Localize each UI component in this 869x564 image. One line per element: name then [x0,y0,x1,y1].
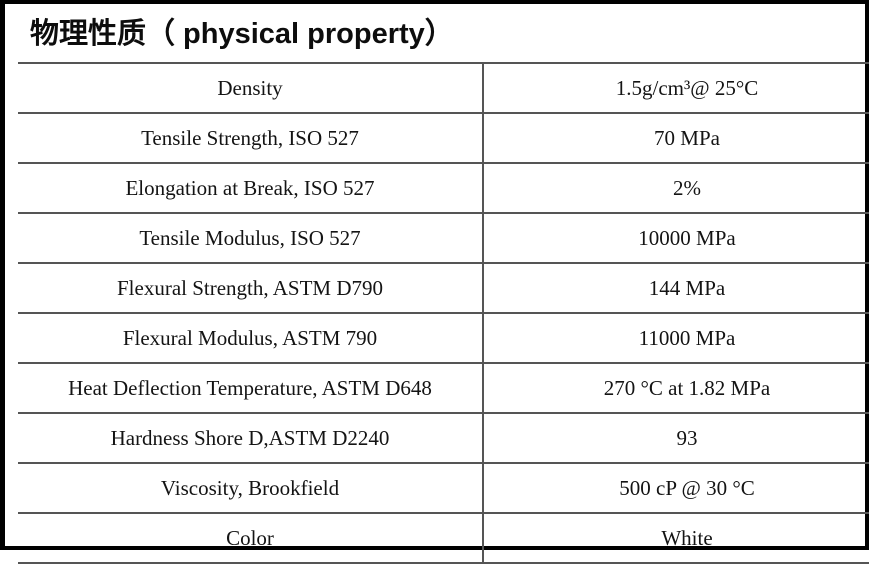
table-row: Heat Deflection Temperature, ASTM D648 2… [18,362,869,414]
page-title: 物理性质（ physical property） [30,18,454,50]
property-name-cell: Tensile Strength, ISO 527 [18,112,484,164]
table-row: Viscosity, Brookfield 500 cP @ 30 °C [18,462,869,514]
property-name-cell: Elongation at Break, ISO 527 [18,162,484,214]
property-value-cell: 270 °C at 1.82 MPa [483,362,869,414]
property-name-cell: Flexural Modulus, ASTM 790 [18,312,484,364]
table-body: Density 1.5g/cm³@ 25°C Tensile Strength,… [18,62,869,564]
property-name-cell: Hardness Shore D,ASTM D2240 [18,412,484,464]
property-name-cell: Color [18,512,484,564]
table-row: Density 1.5g/cm³@ 25°C [18,62,869,114]
property-name-cell: Tensile Modulus, ISO 527 [18,212,484,264]
table-row: Elongation at Break, ISO 527 2% [18,162,869,214]
property-value-cell: 500 cP @ 30 °C [483,462,869,514]
property-value-cell: 70 MPa [483,112,869,164]
table-row: Tensile Modulus, ISO 527 10000 MPa [18,212,869,264]
property-value-cell: White [483,512,869,564]
table-row: Color White [18,512,869,564]
property-value-cell: 93 [483,412,869,464]
property-value-cell: 10000 MPa [483,212,869,264]
table-row: Flexural Strength, ASTM D790 144 MPa [18,262,869,314]
physical-property-table: Density 1.5g/cm³@ 25°C Tensile Strength,… [18,62,869,564]
property-name-cell: Flexural Strength, ASTM D790 [18,262,484,314]
property-name-cell: Density [18,62,484,114]
table-row: Hardness Shore D,ASTM D2240 93 [18,412,869,464]
table-row: Tensile Strength, ISO 527 70 MPa [18,112,869,164]
property-value-cell: 1.5g/cm³@ 25°C [483,62,869,114]
property-value-cell: 11000 MPa [483,312,869,364]
property-value-cell: 144 MPa [483,262,869,314]
property-name-cell: Viscosity, Brookfield [18,462,484,514]
property-value-cell: 2% [483,162,869,214]
property-name-cell: Heat Deflection Temperature, ASTM D648 [18,362,484,414]
table-row: Flexural Modulus, ASTM 790 11000 MPa [18,312,869,364]
